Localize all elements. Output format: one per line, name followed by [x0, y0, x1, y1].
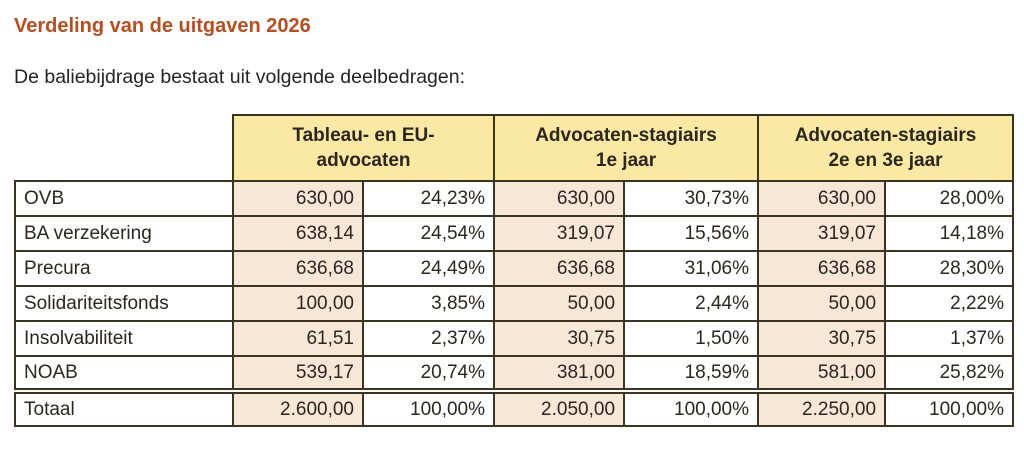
- amount-cell: 630,00: [232, 180, 364, 217]
- percent-cell: 20,74%: [361, 355, 496, 392]
- page-title: Verdeling van de uitgaven 2026: [14, 15, 311, 37]
- percent-cell: 2,22%: [884, 285, 1015, 322]
- amount-cell: 50,00: [757, 285, 887, 322]
- row-label: Solidariteitsfonds: [14, 285, 234, 322]
- table-row-solidariteitsfonds: Solidariteitsfonds 100,00 3,85% 50,00 2,…: [14, 285, 1015, 322]
- total-row-label: Totaal: [14, 388, 234, 427]
- percent-cell: 24,49%: [361, 250, 496, 287]
- row-label: NOAB: [14, 355, 234, 392]
- column-group-header-stagiairs-1e-jaar: Advocaten-stagiairs 1e jaar: [493, 114, 760, 182]
- row-label: Precura: [14, 250, 234, 287]
- amount-cell: 2.250,00: [757, 388, 887, 427]
- amount-cell: 30,75: [757, 320, 887, 357]
- header-row: Tableau- en EU- advocaten Advocaten-stag…: [15, 114, 1015, 182]
- percent-cell: 1,50%: [623, 320, 760, 357]
- document-page: Verdeling van de uitgaven 2026 De balieb…: [14, 15, 1015, 427]
- table-row-ba-verzekering: BA verzekering 638,14 24,54% 319,07 15,5…: [14, 215, 1015, 252]
- percent-cell: 2,37%: [361, 320, 496, 357]
- amount-cell: 61,51: [232, 320, 364, 357]
- percent-cell: 100,00%: [623, 388, 760, 427]
- percent-cell: 28,00%: [884, 180, 1015, 217]
- amount-cell: 630,00: [493, 180, 626, 217]
- table-row-precura: Precura 636,68 24,49% 636,68 31,06% 636,…: [14, 250, 1015, 287]
- row-label: Insolvabiliteit: [14, 320, 234, 357]
- amount-cell: 630,00: [757, 180, 887, 217]
- amount-cell: 539,17: [232, 355, 364, 392]
- percent-cell: 18,59%: [623, 355, 760, 392]
- percent-cell: 2,44%: [623, 285, 760, 322]
- table-row-totaal: Totaal 2.600,00 100,00% 2.050,00 100,00%…: [14, 388, 1015, 427]
- amount-cell: 2.050,00: [493, 388, 626, 427]
- percent-cell: 24,23%: [361, 180, 496, 217]
- amount-cell: 50,00: [493, 285, 626, 322]
- amount-cell: 30,75: [493, 320, 626, 357]
- table-row-insolvabiliteit: Insolvabiliteit 61,51 2,37% 30,75 1,50% …: [14, 320, 1015, 357]
- amount-cell: 2.600,00: [232, 388, 364, 427]
- percent-cell: 100,00%: [884, 388, 1015, 427]
- table-row-ovb: OVB 630,00 24,23% 630,00 30,73% 630,00 2…: [14, 180, 1015, 217]
- column-group-header-tableau-eu: Tableau- en EU- advocaten: [231, 114, 496, 182]
- amount-cell: 581,00: [757, 355, 887, 392]
- amount-cell: 636,68: [232, 250, 364, 287]
- percent-cell: 24,54%: [361, 215, 496, 252]
- column-group-header-stagiairs-2e-3e-jaar: Advocaten-stagiairs 2e en 3e jaar: [757, 114, 1015, 182]
- amount-cell: 100,00: [232, 285, 364, 322]
- row-label: BA verzekering: [14, 215, 234, 252]
- amount-cell: 636,68: [493, 250, 626, 287]
- page-subtitle: De baliebijdrage bestaat uit volgende de…: [14, 66, 466, 88]
- blank-header-cell: [15, 115, 233, 181]
- row-label: OVB: [14, 180, 234, 217]
- amount-cell: 636,68: [757, 250, 887, 287]
- amount-cell: 381,00: [493, 355, 626, 392]
- table-row-noab: NOAB 539,17 20,74% 381,00 18,59% 581,00 …: [14, 355, 1015, 392]
- amount-cell: 638,14: [232, 215, 364, 252]
- percent-cell: 30,73%: [623, 180, 760, 217]
- percent-cell: 14,18%: [884, 215, 1015, 252]
- percent-cell: 3,85%: [361, 285, 496, 322]
- percent-cell: 25,82%: [884, 355, 1015, 392]
- amount-cell: 319,07: [493, 215, 626, 252]
- amount-cell: 319,07: [757, 215, 887, 252]
- percent-cell: 28,30%: [884, 250, 1015, 287]
- percent-cell: 1,37%: [884, 320, 1015, 357]
- percent-cell: 15,56%: [623, 215, 760, 252]
- percent-cell: 31,06%: [623, 250, 760, 287]
- percent-cell: 100,00%: [361, 388, 496, 427]
- expense-distribution-table: Tableau- en EU- advocaten Advocaten-stag…: [14, 114, 1015, 427]
